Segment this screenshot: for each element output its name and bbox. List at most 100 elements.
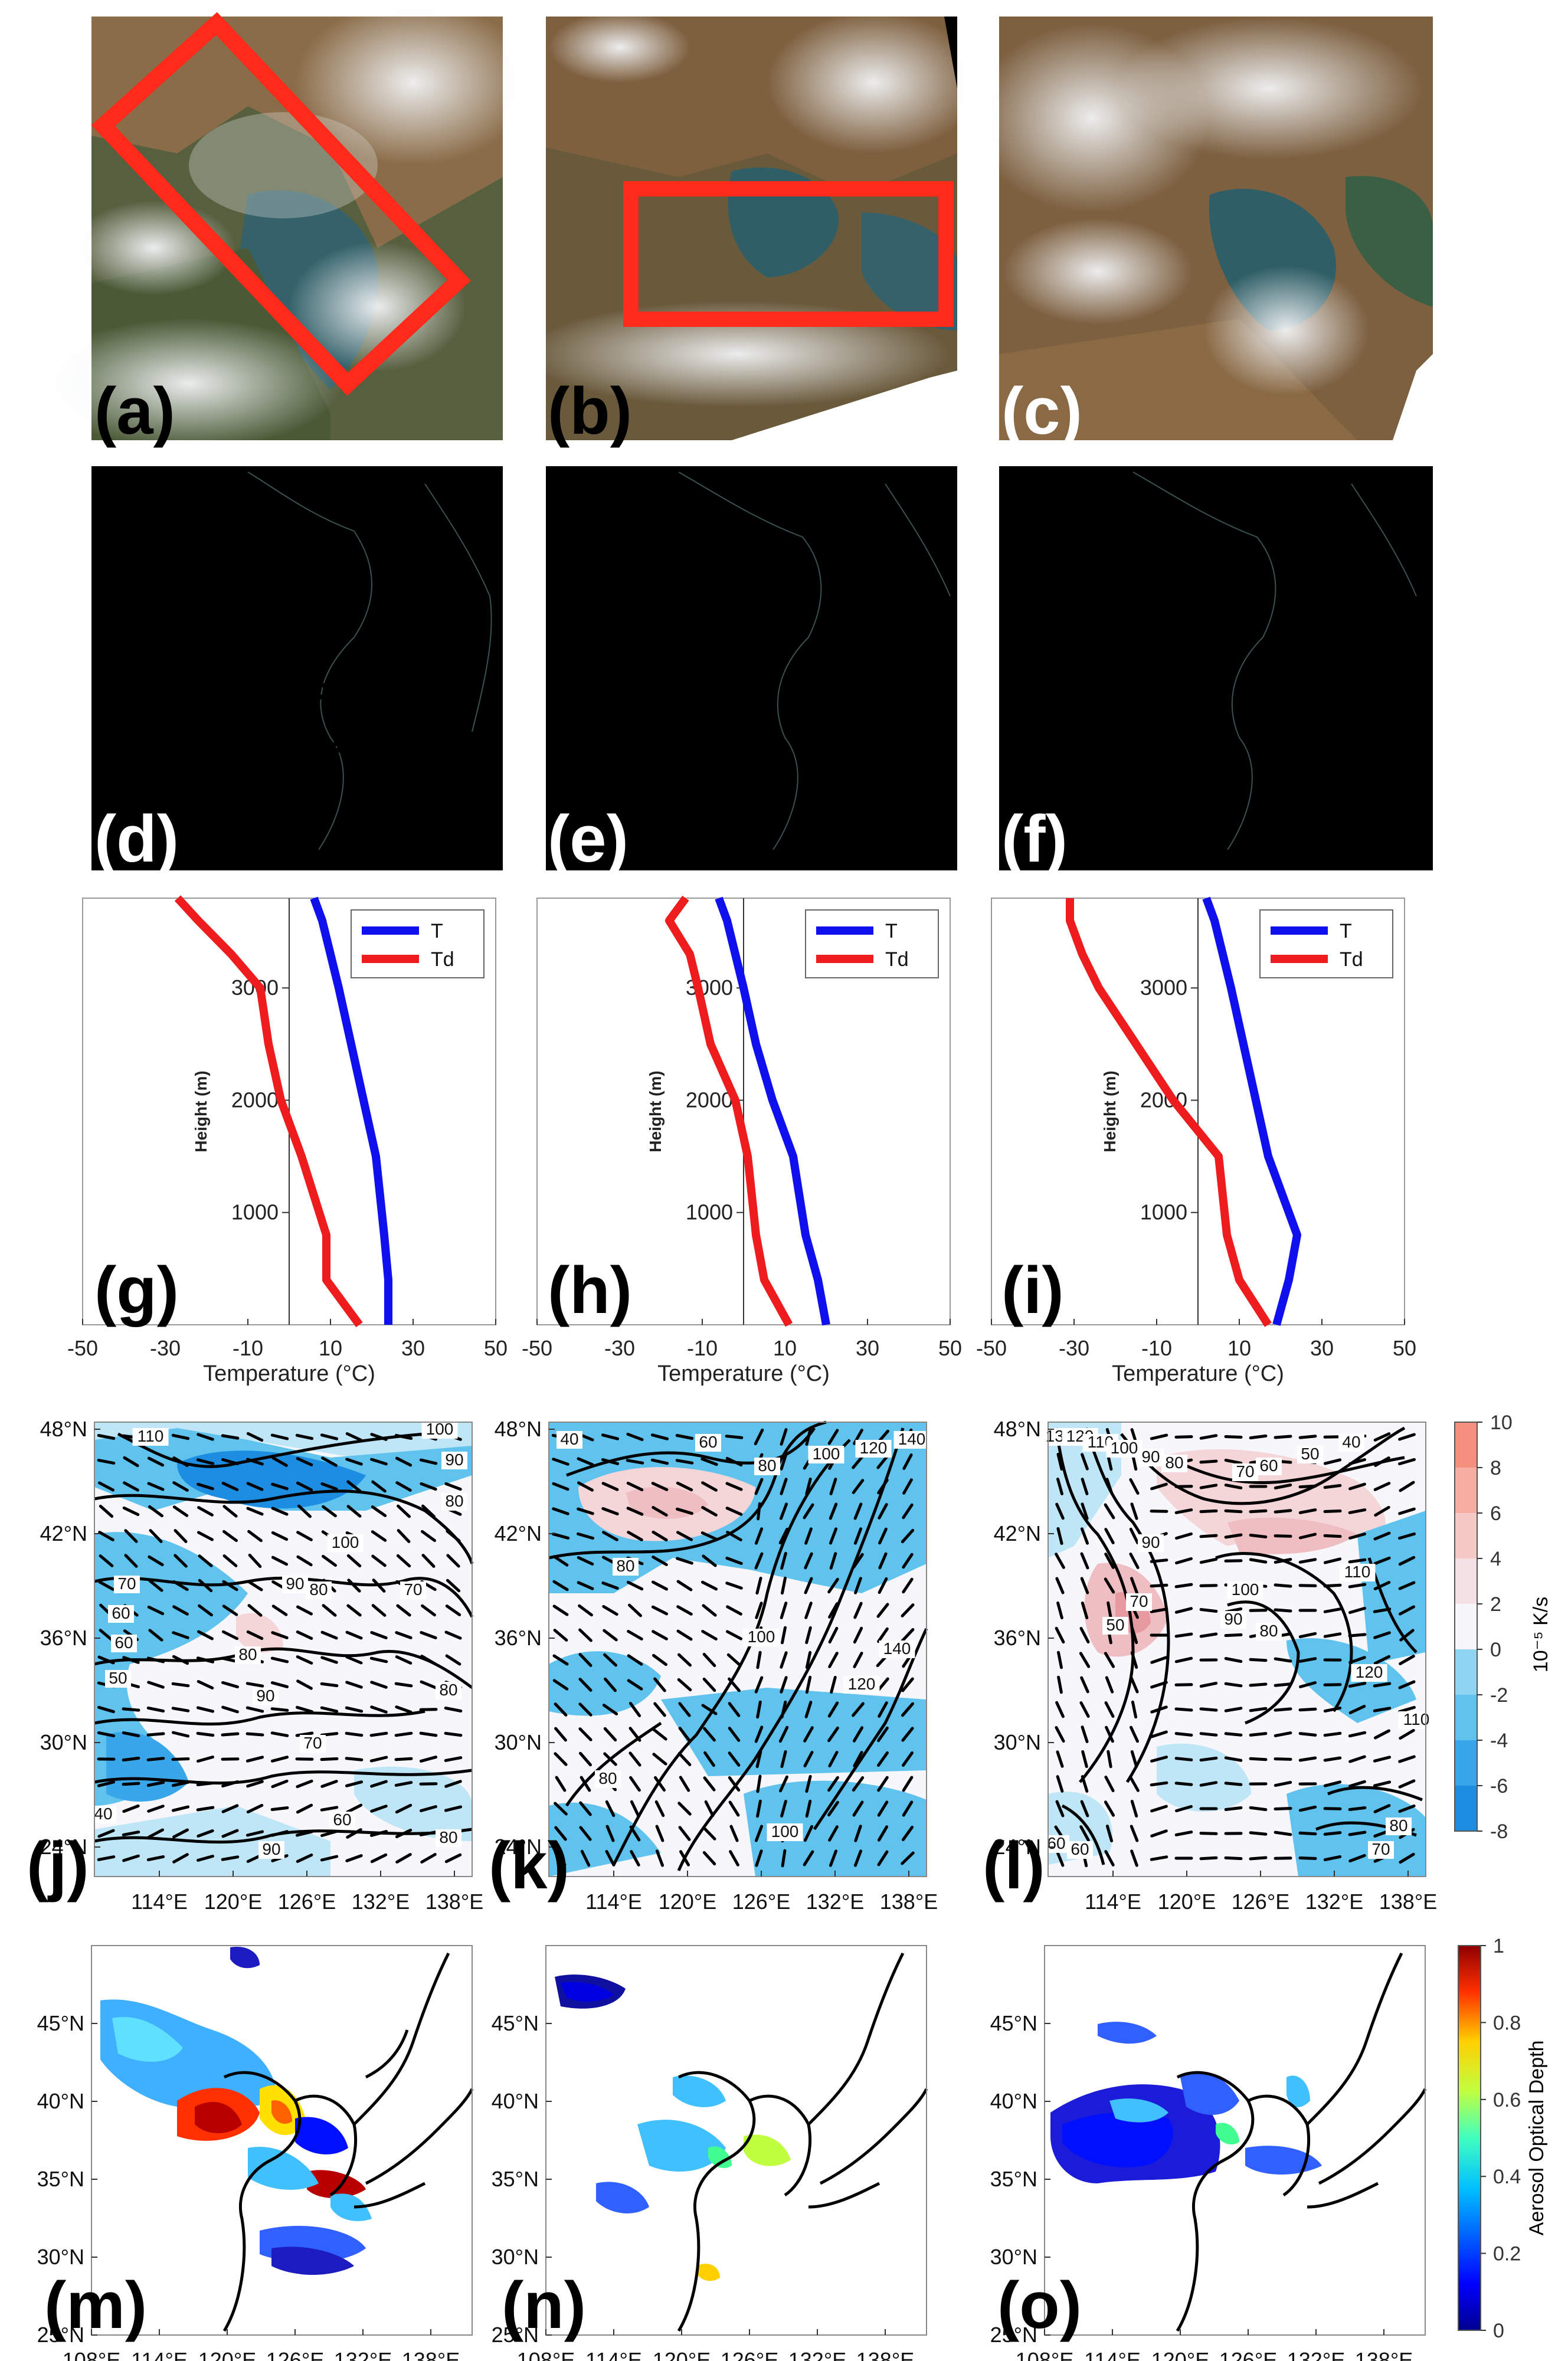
fire-point — [226, 673, 230, 677]
wind-vector — [122, 1707, 140, 1712]
wind-vector — [702, 1604, 717, 1617]
fire-point — [226, 646, 233, 652]
wind-vector — [172, 1505, 189, 1517]
fire-point — [1067, 579, 1073, 585]
wind-vector — [651, 1605, 669, 1616]
wind-vector — [1274, 1657, 1292, 1663]
fire-point — [296, 694, 300, 698]
colorbar-tick-label: 0.8 — [1493, 2012, 1521, 2034]
wind-vector — [877, 1776, 889, 1792]
fire-point — [245, 701, 251, 706]
x-tick-label: 50 — [1393, 1336, 1416, 1360]
fire-point — [273, 707, 278, 712]
fire-point — [611, 718, 616, 722]
lon-tick-label: 108°E — [1016, 2348, 1073, 2361]
wind-vector — [702, 1826, 716, 1841]
wind-vector — [1249, 1558, 1268, 1564]
wind-vector — [726, 1630, 742, 1640]
wind-vector — [877, 1751, 889, 1767]
wind-vector — [122, 1830, 140, 1836]
wind-vector — [322, 1604, 337, 1617]
wind-vector — [1224, 1707, 1243, 1712]
fire-point — [657, 743, 662, 748]
fire-point — [618, 747, 621, 751]
wind-vector — [725, 1507, 743, 1516]
lon-tick-label: 120°E — [198, 2348, 256, 2361]
fire-point — [290, 715, 296, 721]
wind-vector — [1174, 1707, 1193, 1712]
wind-vector — [345, 1757, 364, 1761]
wind-vector — [729, 1850, 739, 1866]
fire-point — [1076, 554, 1080, 559]
wind-vector — [320, 1656, 338, 1664]
fire-point — [1174, 792, 1179, 797]
contour-label-bg — [253, 1688, 279, 1705]
lon-tick-label: 132°E — [788, 2348, 846, 2361]
wind-vector — [345, 1681, 363, 1689]
contour-label: 80 — [758, 1456, 776, 1475]
fire-point — [630, 729, 635, 735]
fire-point — [1071, 574, 1075, 578]
wind-vector — [1398, 1581, 1416, 1590]
lat-tick-label: 30°N — [37, 2245, 84, 2269]
wind-vector — [852, 1726, 864, 1743]
fire-point — [261, 656, 266, 661]
contour-label: 40 — [560, 1430, 578, 1448]
fire-point — [282, 583, 289, 589]
x-tick-label: 10 — [319, 1336, 342, 1360]
contour-label: 70 — [303, 1734, 322, 1752]
wind-vector — [854, 1577, 862, 1594]
fire-point — [1135, 711, 1139, 715]
wind-vector — [421, 1530, 436, 1543]
wind-vector — [1373, 1804, 1391, 1813]
fire-point — [277, 649, 281, 653]
wind-vector — [552, 1580, 569, 1592]
fire-point — [260, 717, 266, 722]
contour-label-bg — [613, 1558, 639, 1576]
wind-vector — [146, 1706, 165, 1713]
wind-vector — [877, 1850, 889, 1866]
wind-vector — [1199, 1707, 1218, 1712]
wind-vector — [271, 1456, 288, 1467]
wind-vector — [652, 1653, 667, 1666]
lon-tick-label: 114°E — [1084, 2348, 1141, 2361]
contour-label: 70 — [1371, 1840, 1390, 1858]
wind-vector — [1398, 1755, 1416, 1763]
wind-vector — [628, 1751, 641, 1767]
wind-vector — [1055, 1502, 1065, 1520]
fire-point — [1058, 583, 1063, 589]
fire-point — [603, 719, 606, 722]
lat-tick-label: 48°N — [994, 1417, 1041, 1441]
wind-vector — [371, 1505, 387, 1517]
fire-point — [644, 742, 649, 747]
wind-vector — [146, 1757, 165, 1761]
wind-vector — [271, 1556, 289, 1566]
fire-point — [285, 680, 289, 684]
wind-vector — [1104, 1800, 1115, 1817]
wind-vector — [397, 1529, 411, 1543]
wind-vector — [1298, 1732, 1317, 1737]
contour-label-bg — [105, 1670, 131, 1688]
contour-label: 140 — [883, 1639, 911, 1658]
fire-point — [1100, 660, 1105, 666]
lat-tick-label: 40°N — [37, 2089, 84, 2113]
wind-vector — [245, 1756, 264, 1763]
wind-vector — [297, 1504, 312, 1518]
wind-vector — [627, 1654, 643, 1666]
wind-vector — [296, 1555, 313, 1567]
fire-point — [300, 676, 303, 680]
wind-vector — [1150, 1756, 1168, 1763]
fire-point — [235, 693, 241, 699]
fire-point — [158, 603, 162, 607]
wind-vector — [878, 1527, 888, 1545]
wind-vector — [271, 1604, 288, 1616]
fire-panel-f — [999, 466, 1433, 870]
contour-label-bg — [855, 1440, 892, 1458]
wind-vector — [1224, 1459, 1243, 1465]
fire-point — [630, 744, 635, 749]
wind-vector — [579, 1826, 592, 1841]
fire-point — [1130, 719, 1134, 723]
contour-label-bg — [879, 1640, 915, 1658]
fire-point — [248, 650, 255, 656]
wind-vector — [552, 1507, 569, 1515]
